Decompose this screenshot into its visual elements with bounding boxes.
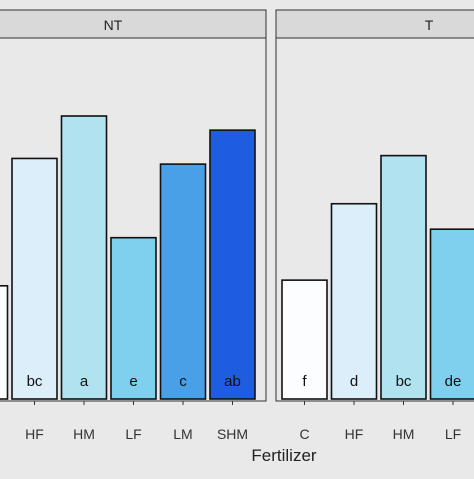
- significance-letter: ab: [224, 373, 241, 390]
- significance-letter: de: [445, 373, 462, 390]
- facet-panel-t: TfCdHFbcHMdeLFLMSHM: [276, 10, 474, 442]
- x-tick-label: HM: [73, 426, 95, 442]
- bar-hf: [332, 204, 377, 399]
- significance-letter: a: [80, 373, 89, 390]
- x-tick-label: LF: [125, 426, 141, 442]
- bar-hm: [62, 116, 107, 399]
- facet-strip: [0, 10, 266, 38]
- bar-shm: [210, 130, 255, 399]
- bar-hf: [12, 158, 57, 399]
- significance-letter: bc: [27, 373, 43, 390]
- x-tick-label: SHM: [217, 426, 248, 442]
- bar-hm: [381, 156, 426, 399]
- facet-panel-nt: NTCbcHFaHMeLFcLMabSHM: [0, 10, 266, 442]
- x-tick-label: HF: [25, 426, 44, 442]
- significance-letter: e: [129, 373, 137, 390]
- bar-c: [0, 286, 8, 399]
- x-tick-label: LF: [445, 426, 461, 442]
- significance-letter: c: [179, 373, 187, 390]
- x-tick-label: HF: [345, 426, 364, 442]
- bar-lm: [161, 164, 206, 399]
- facet-strip-label: T: [425, 17, 434, 33]
- significance-letter: bc: [396, 373, 412, 390]
- x-axis-label: Fertilizer: [251, 446, 317, 465]
- significance-letter: d: [350, 373, 358, 390]
- facet-strip-label: NT: [104, 17, 123, 33]
- facet-strip: [276, 10, 474, 38]
- x-tick-label: LM: [173, 426, 192, 442]
- x-tick-label: HM: [393, 426, 415, 442]
- x-tick-label: C: [299, 426, 309, 442]
